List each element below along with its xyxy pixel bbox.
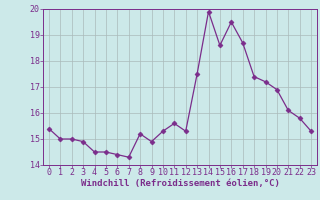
- X-axis label: Windchill (Refroidissement éolien,°C): Windchill (Refroidissement éolien,°C): [81, 179, 279, 188]
